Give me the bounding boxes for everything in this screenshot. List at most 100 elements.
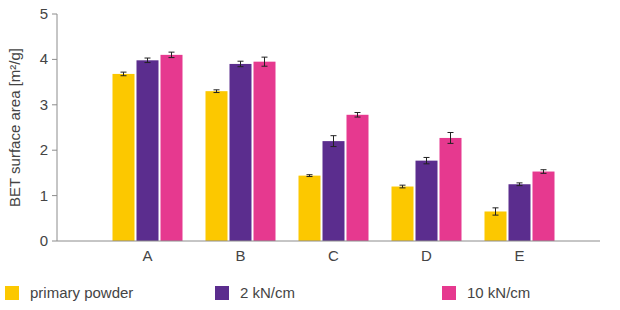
bar — [254, 62, 276, 241]
error-stem — [450, 132, 451, 143]
error-bar — [238, 61, 244, 66]
y-tick — [52, 150, 57, 151]
error-cap — [307, 174, 313, 175]
bar — [347, 115, 369, 241]
error-bar — [169, 52, 175, 57]
error-cap — [424, 157, 430, 158]
error-stem — [495, 208, 496, 215]
x-tick-label: C — [328, 247, 339, 264]
error-cap — [121, 72, 127, 73]
error-bar — [145, 58, 151, 63]
error-cap — [400, 187, 406, 188]
error-bar — [262, 57, 268, 66]
legend-swatch — [215, 286, 229, 300]
error-cap — [145, 62, 151, 63]
x-tick-label: E — [514, 247, 524, 264]
error-bar — [541, 170, 547, 174]
y-tick-label: 0 — [40, 232, 48, 249]
error-cap — [493, 207, 499, 208]
legend-swatch — [442, 286, 456, 300]
error-cap — [238, 61, 244, 62]
error-cap — [355, 112, 361, 113]
bar — [299, 176, 321, 241]
error-stem — [123, 72, 124, 76]
error-bar — [517, 183, 523, 186]
bar — [323, 141, 345, 241]
error-stem — [264, 57, 265, 66]
legend-label: primary powder — [30, 284, 133, 301]
error-stem — [426, 157, 427, 163]
y-tick — [52, 59, 57, 60]
error-stem — [357, 113, 358, 118]
error-cap — [214, 89, 220, 90]
y-tick — [52, 14, 57, 15]
y-tick-label: 4 — [40, 50, 48, 67]
error-cap — [448, 143, 454, 144]
error-cap — [355, 117, 361, 118]
chart: 0 1 2 3 4 5 BET surface area [m²/g] A B C D Eprimar… — [0, 0, 620, 310]
plot-area — [113, 52, 555, 241]
error-bar — [331, 136, 337, 147]
error-cap — [517, 182, 523, 183]
error-cap — [400, 185, 406, 186]
bar — [416, 161, 438, 241]
error-stem — [171, 52, 172, 57]
error-cap — [517, 185, 523, 186]
error-cap — [169, 57, 175, 58]
error-cap — [424, 163, 430, 164]
error-cap — [307, 176, 313, 177]
x-tick-label: A — [142, 247, 152, 264]
error-cap — [121, 75, 127, 76]
y-tick-label: 3 — [40, 96, 48, 113]
x-axis — [57, 241, 600, 242]
error-bar — [424, 157, 430, 163]
legend: primary powder 2 kN/cm 10 kN/cm — [5, 284, 530, 301]
bar — [392, 187, 414, 241]
error-bar — [307, 175, 313, 177]
error-cap — [169, 52, 175, 53]
y-axis — [57, 14, 58, 241]
y-tick — [52, 241, 57, 242]
y-axis-label: BET surface area [m²/g] — [6, 48, 23, 207]
bar — [230, 64, 252, 241]
bar — [161, 55, 183, 241]
error-cap — [262, 57, 268, 58]
bar — [509, 184, 531, 241]
y-tick-label: 5 — [40, 5, 48, 22]
bar — [137, 60, 159, 241]
bar — [485, 211, 507, 241]
error-cap — [331, 146, 337, 147]
error-bar — [400, 185, 406, 188]
error-bar — [493, 208, 499, 215]
error-bar — [355, 113, 361, 118]
legend-label: 10 kN/cm — [467, 284, 530, 301]
error-stem — [333, 136, 334, 147]
legend-label: 2 kN/cm — [240, 284, 295, 301]
error-stem — [543, 170, 544, 174]
error-cap — [541, 169, 547, 170]
error-cap — [214, 92, 220, 93]
error-cap — [541, 173, 547, 174]
error-cap — [145, 58, 151, 59]
chart-svg: 0 1 2 3 4 5 BET surface area [m²/g] A B C D Eprimar… — [0, 0, 620, 310]
error-stem — [147, 58, 148, 63]
error-bar — [448, 132, 454, 143]
bar — [440, 138, 462, 241]
y-tick-label: 1 — [40, 187, 48, 204]
error-bar — [214, 90, 220, 93]
y-tick-label: 2 — [40, 141, 48, 158]
error-cap — [238, 66, 244, 67]
x-tick-label: D — [421, 247, 432, 264]
error-cap — [448, 132, 454, 133]
legend-swatch — [5, 286, 19, 300]
bar — [113, 74, 135, 241]
bar — [206, 91, 228, 241]
bar — [533, 172, 555, 241]
error-cap — [262, 66, 268, 67]
error-cap — [331, 135, 337, 136]
x-tick-label: B — [235, 247, 245, 264]
error-stem — [240, 61, 241, 66]
y-tick — [52, 104, 57, 105]
error-bar — [121, 72, 127, 76]
y-tick — [52, 195, 57, 196]
